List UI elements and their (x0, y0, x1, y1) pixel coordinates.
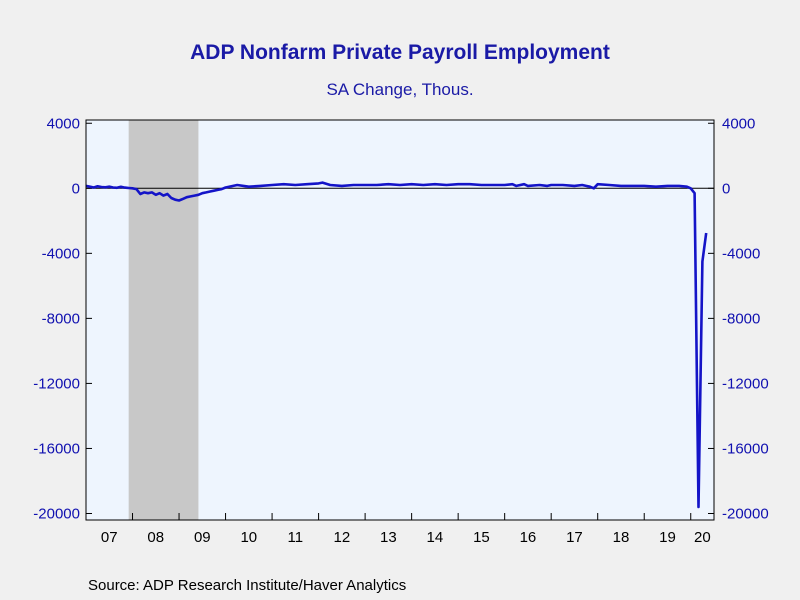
y-tick-label-left: -12000 (33, 375, 80, 392)
x-tick-label: 10 (240, 529, 257, 546)
x-tick-label: 07 (101, 529, 118, 546)
y-tick-label-right: -8000 (722, 310, 760, 327)
y-tick-label-right: -4000 (722, 245, 760, 262)
x-tick-label: 08 (147, 529, 164, 546)
x-tick-label: 19 (659, 529, 676, 546)
x-tick-label: 20 (694, 529, 711, 546)
y-tick-label-left: -16000 (33, 440, 80, 457)
series-line (85, 181, 708, 509)
x-tick-label: 11 (288, 529, 304, 546)
recession-band-layer (128, 120, 199, 520)
y-tick-label-left: -4000 (42, 245, 80, 262)
y-tick-label-right: -12000 (722, 375, 769, 392)
x-tick-label: 16 (520, 529, 537, 546)
y-tick-label-left: -8000 (42, 310, 80, 327)
y-axis-left: 4000 0 -4000 -8000 -12000 -16000 -20000 (33, 115, 92, 522)
y-tick-label-left: 4000 (47, 115, 80, 132)
series-layer (85, 181, 708, 509)
y-tick-label-right: 4000 (722, 115, 755, 132)
chart-title: ADP Nonfarm Private Payroll Employment (190, 41, 610, 64)
y-tick-label-left: 0 (72, 180, 80, 197)
x-tick-label: 13 (380, 529, 397, 546)
y-tick-label-right: -20000 (722, 505, 769, 522)
x-tick-label: 17 (566, 529, 583, 546)
x-tick-label: 18 (613, 529, 630, 546)
y-tick-label-left: -20000 (33, 505, 80, 522)
y-axis-right: 4000 0 -4000 -8000 -12000 -16000 -20000 (708, 115, 769, 522)
recession-band (128, 120, 199, 520)
x-tick-label: 15 (473, 529, 490, 546)
x-axis: 07 08 09 10 11 12 13 14 15 16 17 18 19 20 (85, 513, 711, 546)
plot-frame (85, 119, 715, 521)
x-tick-label: 14 (427, 529, 444, 546)
y-tick-label-right: 0 (722, 180, 730, 197)
x-tick-label: 12 (334, 529, 351, 546)
x-tick-label: 09 (194, 529, 211, 546)
chart-subtitle: SA Change, Thous. (326, 80, 473, 99)
y-tick-label-right: -16000 (722, 440, 769, 457)
source-note: Source: ADP Research Institute/Haver Ana… (88, 577, 406, 594)
